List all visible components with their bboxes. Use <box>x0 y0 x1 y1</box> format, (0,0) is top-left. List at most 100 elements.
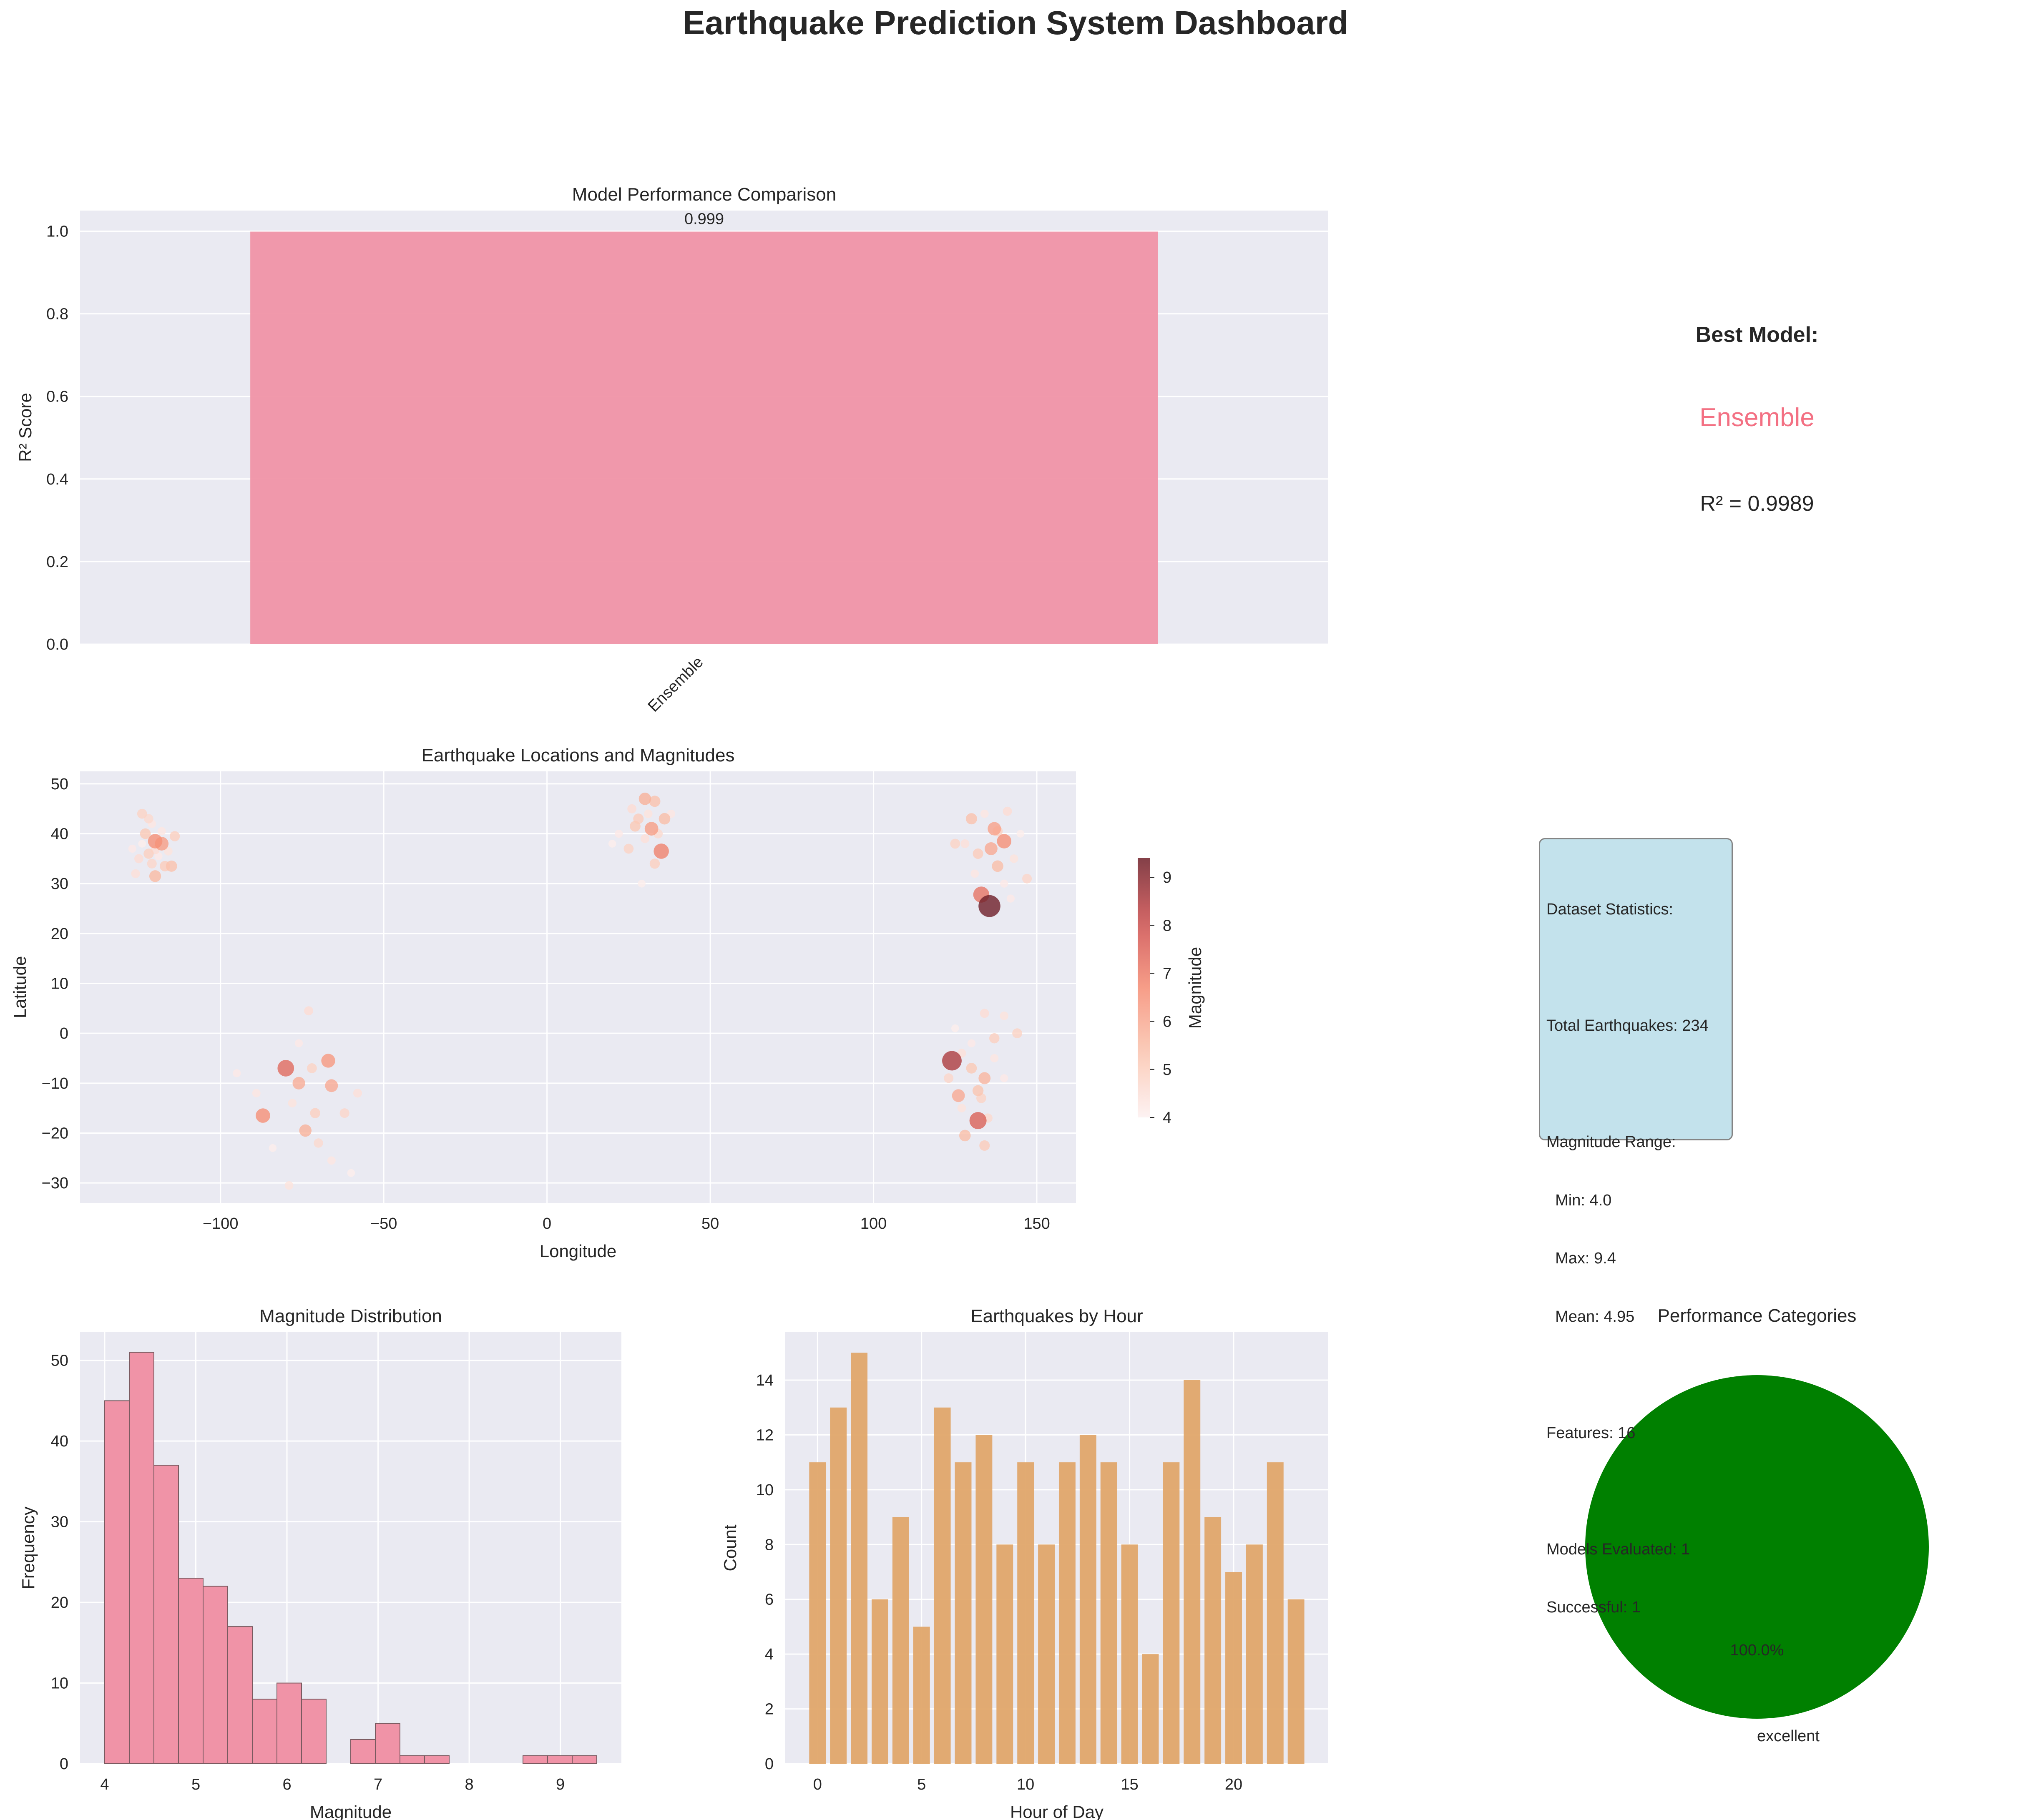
histogram-bar <box>104 1400 130 1764</box>
y-tick-label: 14 <box>756 1372 774 1389</box>
x-tick-label: 5 <box>191 1776 200 1793</box>
hour-bar <box>1100 1462 1117 1764</box>
scatter-point <box>256 1108 270 1123</box>
scatter-point <box>166 860 177 872</box>
scatter-point <box>979 1140 990 1151</box>
histogram-bar <box>547 1755 573 1765</box>
magnitude-colorbar: 4 5 6 7 8 9 Magnitude <box>1138 858 1205 1127</box>
colorbar-tick-label: 5 <box>1163 1061 1171 1079</box>
colorbar-tick-label: 9 <box>1163 869 1171 886</box>
x-tick-label: Ensemble <box>645 653 707 715</box>
scatter-point <box>644 822 659 836</box>
histogram-bar <box>375 1723 400 1764</box>
scatter-point <box>638 879 646 888</box>
hour-bar <box>1163 1462 1180 1764</box>
x-tick-label: 50 <box>701 1215 719 1233</box>
y-tick-label: 10 <box>756 1481 774 1499</box>
y-tick-label: 20 <box>51 925 68 943</box>
scatter-point <box>649 859 660 869</box>
scatter-point <box>967 1039 976 1047</box>
scatter-point <box>980 809 989 818</box>
scatter-point <box>339 1108 349 1118</box>
y-tick-label: 0.4 <box>46 471 68 488</box>
scatter-point <box>985 842 998 855</box>
x-tick-label: 4 <box>100 1776 109 1793</box>
scatter-point <box>980 1009 989 1018</box>
hour-bar <box>934 1407 951 1764</box>
y-tick-label: 1.0 <box>46 223 68 241</box>
stats-line: Dataset Statistics: <box>1546 901 1674 918</box>
scatter-point <box>630 821 641 832</box>
chart-title: Model Performance Comparison <box>572 184 836 205</box>
best-model-name: Ensemble <box>1699 403 1815 432</box>
scatter-point <box>608 840 616 848</box>
y-axis-label: Count <box>720 1524 740 1571</box>
scatter-point <box>292 1077 305 1089</box>
y-tick-label: 40 <box>51 1433 68 1450</box>
chart-title: Magnitude Distribution <box>259 1306 442 1326</box>
scatter-point <box>128 844 136 853</box>
scatter-point <box>277 1060 294 1077</box>
histogram-bars <box>104 1352 597 1765</box>
histogram-bar <box>301 1699 327 1764</box>
scatter-point <box>950 838 960 849</box>
histogram-bar <box>276 1682 302 1764</box>
scatter-point <box>304 1006 313 1016</box>
scatter-point <box>1022 874 1032 884</box>
y-tick-label: 0 <box>765 1755 774 1773</box>
scatter-point <box>233 1069 241 1077</box>
scatter-point <box>314 1138 323 1148</box>
scatter-point <box>347 1169 355 1177</box>
x-tick-label: 0 <box>543 1215 551 1233</box>
hour-bar <box>1225 1572 1242 1764</box>
y-axis-label: R² Score <box>15 393 35 462</box>
performance-categories-chart: Performance Categories 100.0% excellent <box>1585 1305 1929 1745</box>
scatter-points <box>128 793 1032 1190</box>
stats-line <box>1546 1365 1734 1385</box>
x-tick-label: 15 <box>1121 1776 1138 1793</box>
scatter-point <box>1009 854 1018 863</box>
scatter-point <box>959 1130 971 1142</box>
y-tick-label: 50 <box>51 1352 68 1370</box>
y-axis-label: Frequency <box>18 1506 38 1589</box>
histogram-bar <box>424 1755 450 1765</box>
x-tick-label: −100 <box>203 1215 239 1233</box>
hour-bar <box>913 1627 930 1764</box>
stats-line: Mean: 4.95 <box>1546 1308 1635 1325</box>
scatter-point <box>154 852 163 861</box>
histogram-bar <box>153 1465 179 1764</box>
histogram-bar <box>400 1755 425 1765</box>
scatter-point <box>288 1099 297 1107</box>
y-tick-label: 2 <box>765 1701 774 1718</box>
hour-bar <box>809 1462 826 1764</box>
colorbar-tick-label: 8 <box>1163 917 1171 934</box>
bar-value-label: 0.999 <box>684 211 724 228</box>
scatter-point <box>615 829 623 838</box>
scatter-point <box>353 1089 362 1098</box>
y-tick-label: 10 <box>51 975 68 993</box>
best-model-heading: Best Model: <box>1696 323 1819 347</box>
bar <box>250 231 1158 644</box>
histogram-bar <box>523 1755 548 1765</box>
y-tick-label: 20 <box>51 1594 68 1612</box>
scatter-point <box>327 1156 336 1165</box>
y-tick-label: 10 <box>51 1675 68 1692</box>
scatter-point <box>978 1072 991 1084</box>
hour-bar <box>996 1544 1013 1764</box>
x-tick-label: 6 <box>282 1776 291 1793</box>
scatter-point <box>149 870 161 882</box>
y-tick-label: 0.8 <box>46 306 68 323</box>
x-tick-label: 10 <box>1017 1776 1034 1793</box>
scatter-point <box>969 1112 987 1130</box>
y-tick-label: 40 <box>51 826 68 843</box>
x-axis-label: Hour of Day <box>1010 1802 1103 1820</box>
best-model-panel: Best Model: Ensemble R² = 0.9989 <box>1696 323 1819 516</box>
chart-title: Performance Categories <box>1658 1305 1857 1326</box>
scatter-point <box>164 847 173 856</box>
scatter-point <box>134 854 143 864</box>
scatter-point <box>951 1024 959 1032</box>
scatter-point <box>640 834 650 843</box>
x-tick-label: 100 <box>860 1215 887 1233</box>
scatter-point <box>321 1054 335 1068</box>
